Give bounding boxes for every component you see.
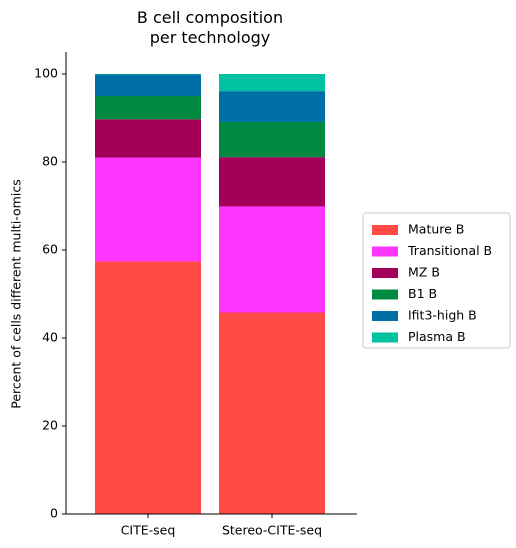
bar-segment: [95, 157, 201, 262]
legend-label: Plasma B: [408, 329, 466, 344]
bar-segment: [219, 206, 325, 313]
legend-swatch: [372, 311, 398, 321]
y-tick-label: 60: [42, 242, 58, 257]
bar-segment: [95, 119, 201, 158]
legend-swatch: [372, 332, 398, 343]
legend-label: B1 B: [408, 286, 437, 301]
x-tick-label: CITE-seq: [121, 523, 176, 538]
y-tick-label: 80: [42, 154, 58, 169]
y-tick-label: 40: [42, 330, 58, 345]
legend-swatch: [372, 225, 398, 235]
bar-segment: [219, 157, 325, 207]
legend-label: Mature B: [408, 222, 464, 237]
x-tick-label: Stereo-CITE-seq: [222, 523, 322, 538]
y-axis-label: Percent of cells different multi-omics: [9, 179, 24, 408]
legend-swatch: [372, 268, 398, 278]
bar-segment: [219, 121, 325, 158]
chart-title: B cell composition per technology: [136, 8, 284, 47]
bar-segment: [95, 74, 201, 96]
legend-label: Ifit3-high B: [408, 308, 477, 323]
legend-swatch: [372, 289, 398, 300]
y-tick-label: 0: [50, 506, 58, 521]
legend-swatch: [372, 246, 398, 257]
y-tick-label: 100: [34, 66, 58, 81]
bar-segment: [219, 91, 325, 122]
legend-label: Transitional B: [407, 243, 492, 258]
bar-segment: [95, 261, 201, 514]
bar-segment: [219, 312, 325, 514]
bar-segment: [219, 74, 325, 92]
legend-label: MZ B: [408, 265, 440, 280]
legend-box: [362, 212, 511, 349]
bar-segment: [95, 96, 201, 120]
y-tick-label: 20: [42, 418, 58, 433]
